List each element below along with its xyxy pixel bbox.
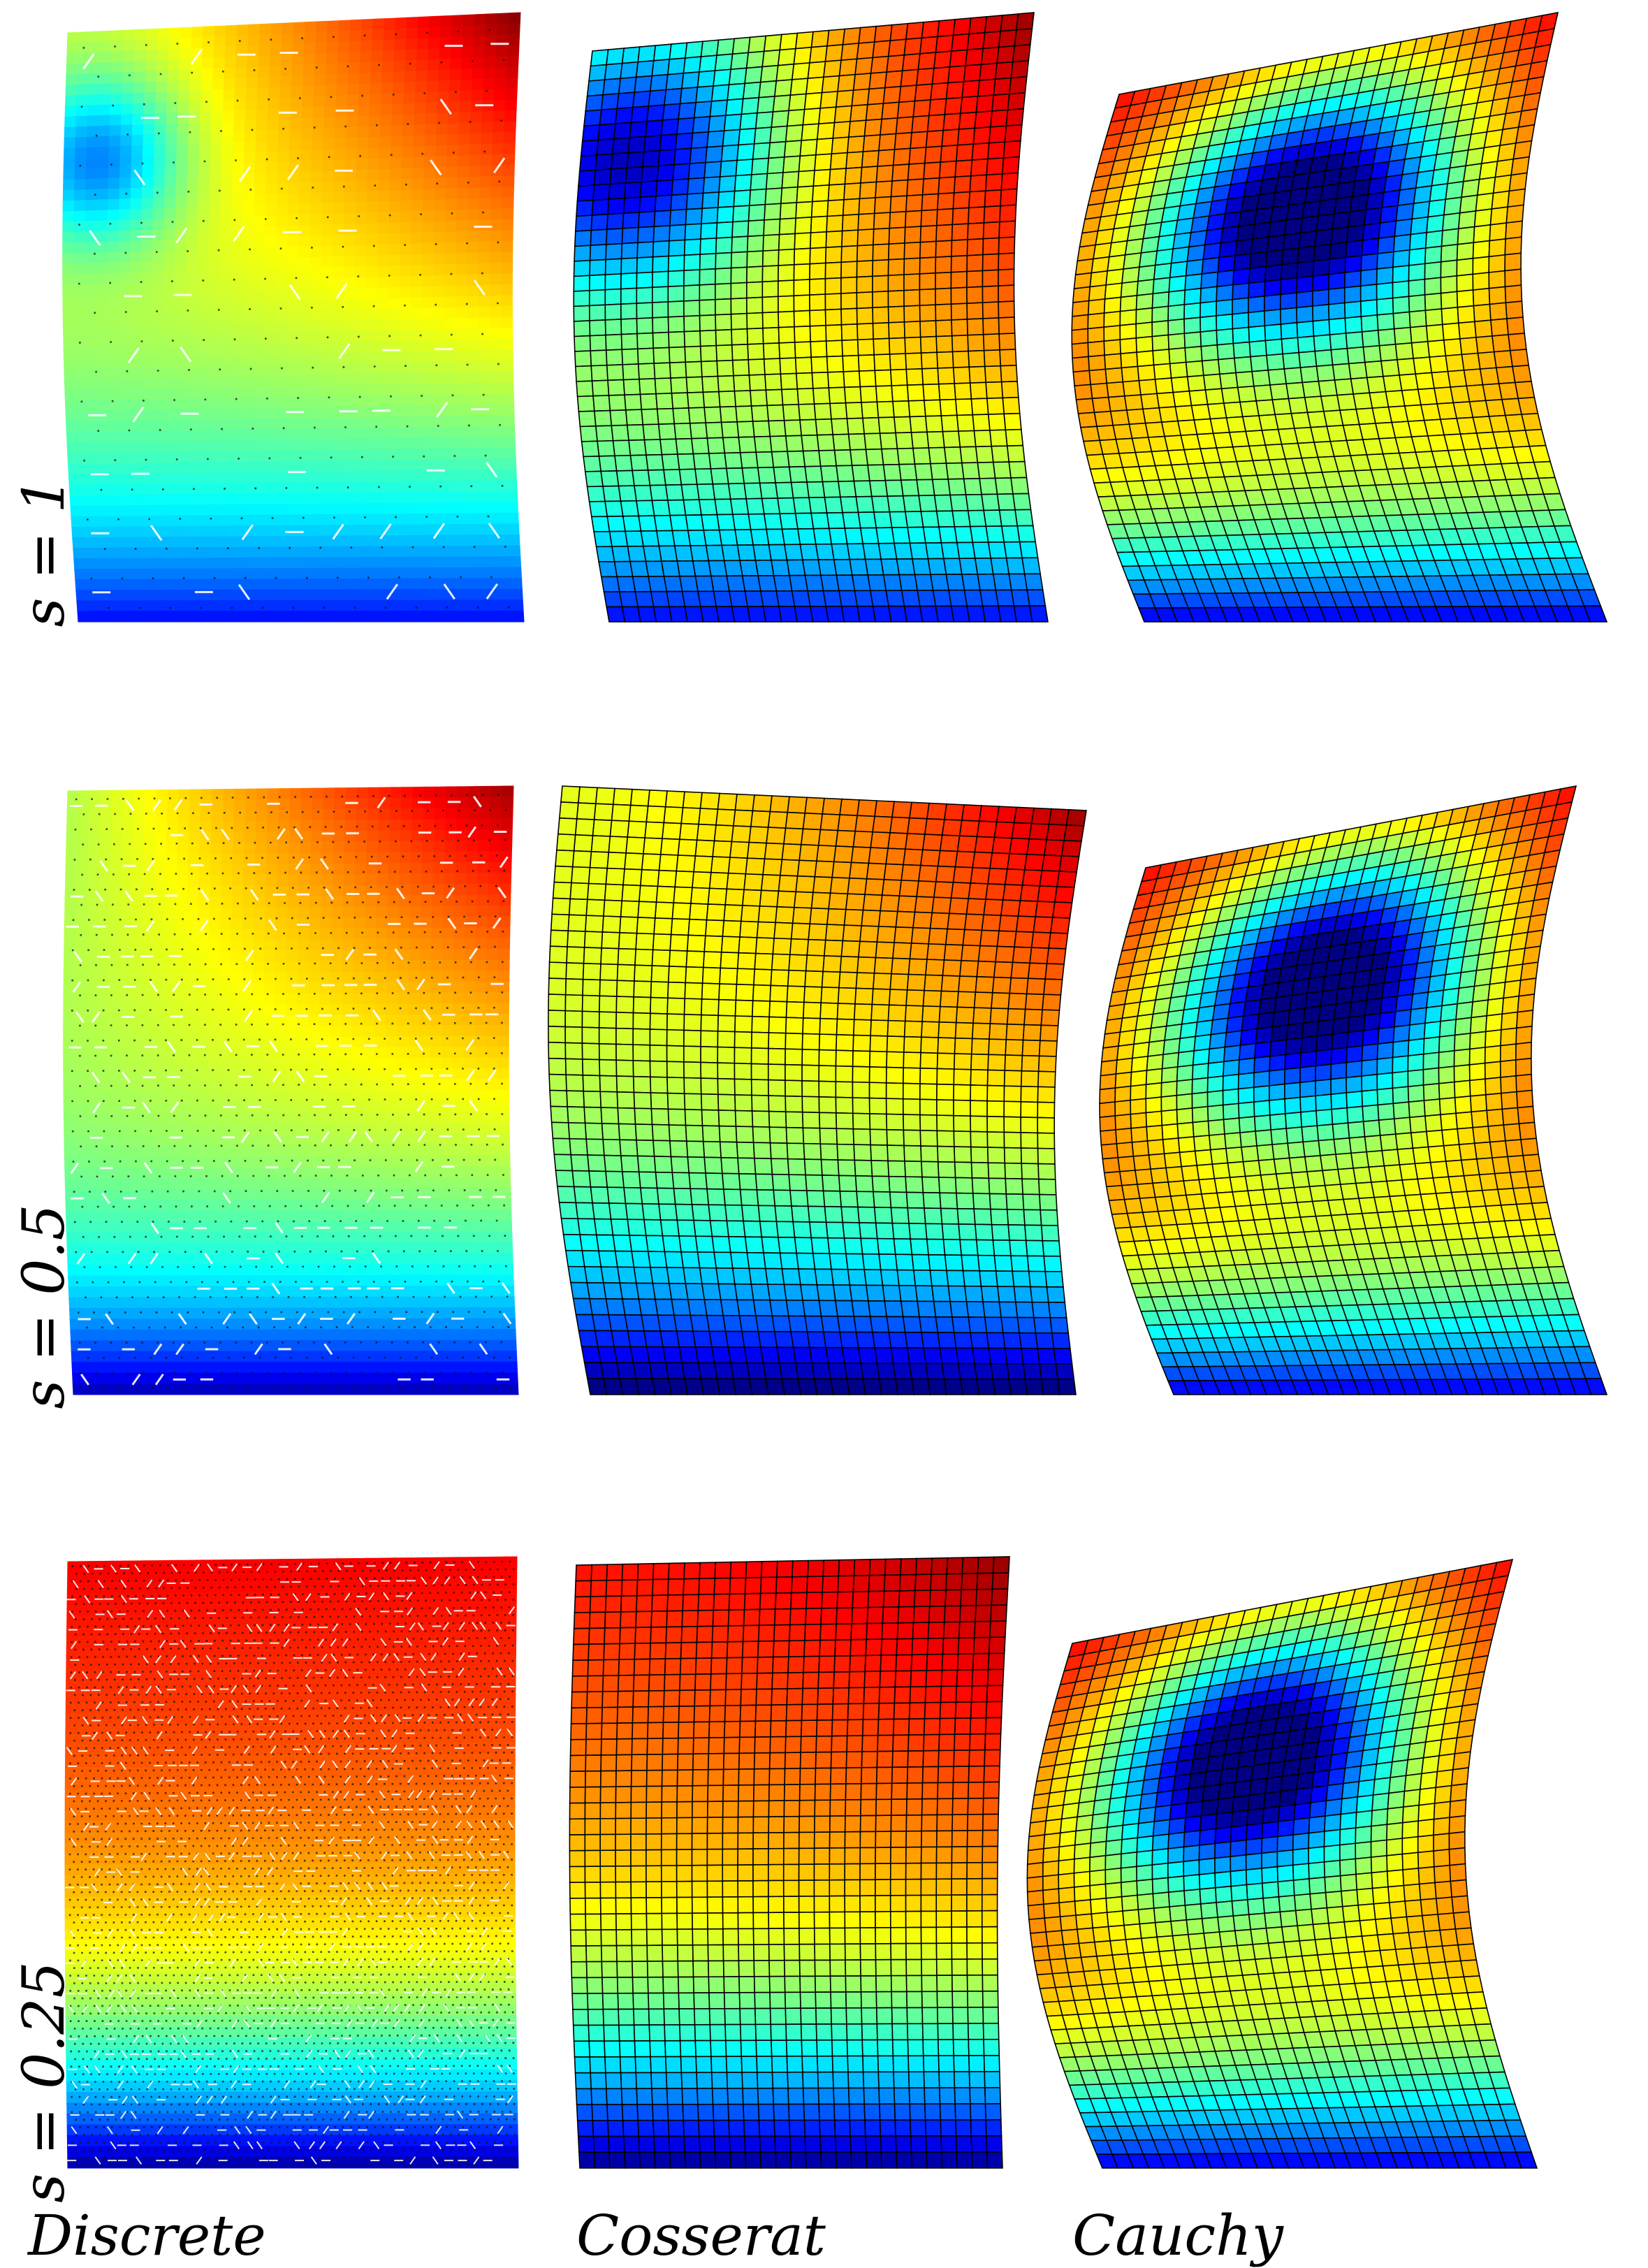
panel-cosserat-s1 [573,12,1049,623]
panel-cosserat-s05 [548,785,1087,1395]
panel-discrete-s025 [64,1556,519,2169]
column-label-cauchy: Cauchy [1072,2203,1283,2268]
column-label-discrete: Discrete [28,2203,266,2268]
panel-cosserat-s025 [569,1556,1010,2169]
panel-discrete-s05 [63,785,519,1395]
panel-cauchy-s05 [1099,785,1608,1395]
panel-cauchy-s1 [1071,11,1608,623]
row-label-s05: s = 0.5 [11,1204,78,1409]
panel-cauchy-s025 [1026,1558,1538,2169]
row-label-s1: s = 1 [11,477,78,627]
panel-discrete-s1 [62,12,525,623]
row-label-s025: s = 0.25 [11,1961,78,2203]
column-label-cosserat: Cosserat [576,2203,826,2268]
